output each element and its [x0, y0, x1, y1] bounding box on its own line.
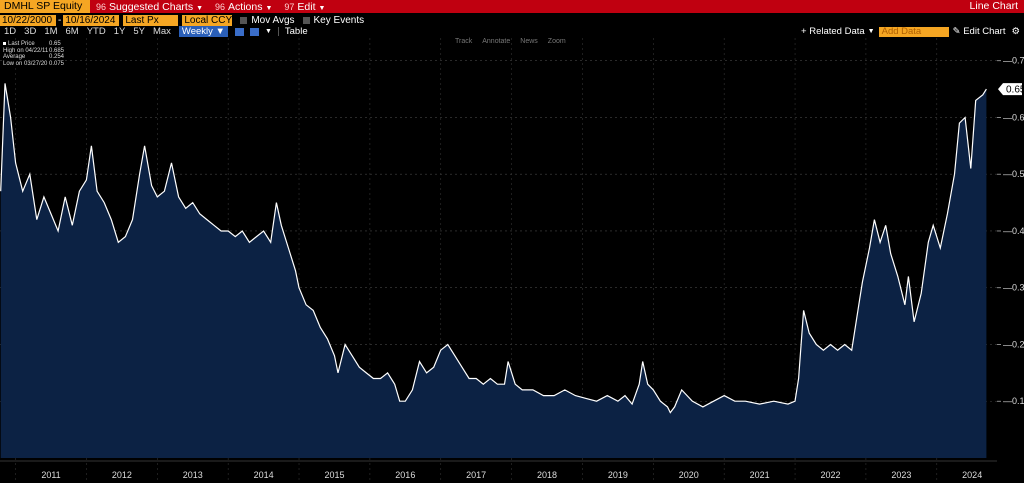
end-date-field[interactable]: 10/16/2024 [63, 14, 120, 26]
legend-row: Low on 03/27/20 0.075 [3, 60, 65, 67]
x-tick-label: 2014 [254, 470, 274, 480]
y-tick-label: —0.50 [1003, 169, 1024, 179]
x-tick-label: 2011 [41, 470, 60, 480]
currency-select[interactable]: Local CCY [182, 14, 233, 26]
y-tick-label: —0.20 [1003, 339, 1024, 349]
edit-chart-button[interactable]: ✎ Edit Chart [952, 26, 1006, 37]
x-tick-label: 2022 [820, 470, 840, 480]
start-date-field[interactable]: 10/22/2000 [0, 14, 56, 26]
ticker-field[interactable]: DMHL SP Equity [0, 0, 90, 13]
period-1d[interactable]: 1D [4, 26, 17, 37]
table-button[interactable]: Table [284, 26, 308, 37]
y-tick-label: —0.10 [1003, 396, 1024, 406]
title-bar: DMHL SP Equity 96 Suggested Charts ▼ 96 Act… [0, 0, 1024, 13]
settings-gear-icon[interactable]: ⚙ [1011, 26, 1020, 37]
mov-avgs-label[interactable]: Mov Avgs [251, 14, 295, 26]
x-tick-label: 2018 [537, 470, 557, 480]
x-tick-label: 2015 [324, 470, 344, 480]
x-tick-label: 2013 [183, 470, 203, 480]
y-tick-label: —0.60 [1003, 112, 1024, 122]
track-tool[interactable]: Track [455, 38, 473, 45]
last-value-tag [998, 83, 1022, 96]
more-caret-icon[interactable]: ▼ [264, 28, 272, 35]
y-tick-label: —0.70 [1003, 56, 1024, 66]
legend-row: Last Price 0.65 [3, 41, 64, 48]
key-events-label[interactable]: Key Events [313, 14, 365, 26]
related-data-caret-icon[interactable]: ▼ [867, 28, 875, 35]
zoom-tool[interactable]: Zoom [547, 38, 566, 45]
period-5y[interactable]: 5Y [133, 26, 145, 37]
last-value-label: 0.65 [1006, 85, 1024, 96]
field-select[interactable]: Last Px [123, 14, 179, 26]
actions-menu[interactable]: 96 Actions ▼ [215, 0, 273, 13]
range-bar: 10/22/2000 - 10/16/2024 Last Px Local CC… [0, 14, 1024, 26]
chart-tools: Track Annotate News Zoom [455, 38, 566, 45]
y-tick-label: —0.30 [1003, 283, 1024, 293]
x-tick-label: 2016 [395, 470, 415, 480]
mov-avgs-checkbox[interactable] [240, 16, 248, 24]
date-separator: - [58, 14, 62, 26]
divider [277, 27, 279, 36]
price-line [0, 83, 987, 414]
y-tick-label: —0.40 [1003, 226, 1024, 236]
period-max[interactable]: Max [152, 26, 171, 37]
area-fill [0, 83, 987, 459]
x-tick-label: 2019 [608, 470, 628, 480]
x-tick-label: 2020 [679, 470, 699, 480]
suggested-charts-menu[interactable]: 96 Suggested Charts ▼ [96, 0, 204, 13]
period-3d[interactable]: 3D [24, 26, 37, 37]
period-1y[interactable]: 1Y [113, 26, 126, 37]
x-tick-label: 2012 [112, 470, 132, 480]
edit-menu[interactable]: 97 Edit ▼ [284, 0, 326, 13]
legend-row: High on 04/22/11 0.685 [3, 47, 65, 54]
chart-style-icon[interactable] [234, 27, 244, 36]
legend-row: Average 0.254 [3, 54, 65, 60]
key-events-checkbox[interactable] [302, 16, 310, 24]
chart-type-title: Line Chart [969, 0, 1018, 12]
period-ytd[interactable]: YTD [86, 26, 106, 37]
period-bar: 1D 3D 1M 6M YTD 1Y 5Y Max Weekly ▼ ▼ Tab… [0, 26, 1024, 37]
x-tick-label: 2024 [962, 470, 982, 480]
related-data-button[interactable]: + Related Data [801, 26, 865, 37]
annotate-tool[interactable]: Annotate [482, 38, 511, 45]
frequency-select[interactable]: Weekly ▼ [178, 26, 228, 37]
chart-legend: Last Price 0.65 High on 04/22/11 0.685 Ave… [3, 41, 65, 67]
x-tick-label: 2021 [750, 470, 770, 480]
compare-icon[interactable] [249, 27, 259, 36]
news-tool[interactable]: News [520, 38, 538, 45]
period-1m[interactable]: 1M [44, 26, 58, 37]
period-6m[interactable]: 6M [65, 26, 79, 37]
add-data-input[interactable]: Add Data [878, 26, 949, 37]
x-tick-label: 2023 [891, 470, 911, 480]
x-tick-label: 2017 [466, 470, 486, 480]
